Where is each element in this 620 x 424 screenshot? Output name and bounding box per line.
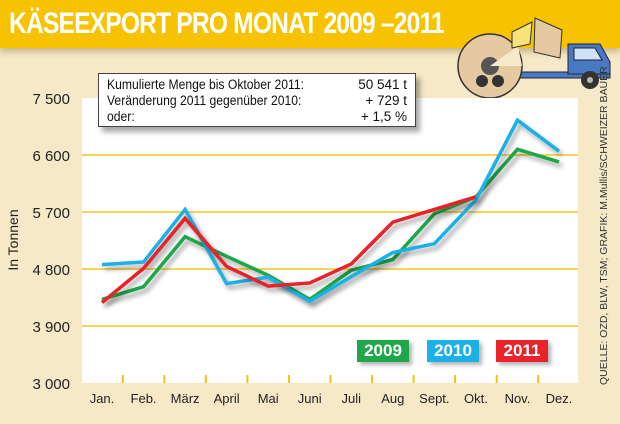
y-tick-label: 7 500	[32, 91, 70, 108]
series-line-2010	[101, 117, 561, 304]
y-tick-label: 5 700	[32, 205, 70, 222]
summary-box: Kumulierte Menge bis Oktober 2011: 50 541…	[98, 73, 416, 127]
x-tick-label: Sept.	[419, 391, 449, 406]
legend-2010: 2010	[427, 340, 479, 362]
summary-label: oder:	[107, 109, 135, 124]
x-tick-label: April	[214, 391, 240, 406]
chart-title: KÄSEEXPORT PRO MONAT 2009 –2011	[9, 7, 445, 40]
source-credit: QUELLE: OZD, BLW, TSM; GRAFIK: M.Mullis/…	[598, 66, 610, 385]
summary-row: oder: + 1,5 %	[107, 109, 407, 125]
x-tick-label: Jan.	[90, 391, 115, 406]
series-line-2011	[100, 195, 477, 304]
summary-label: Veränderung 2011 gegenüber 2010:	[107, 93, 302, 108]
legend-2009: 2009	[357, 340, 409, 362]
summary-row: Veränderung 2011 gegenüber 2010: + 729 t	[107, 93, 407, 109]
summary-row: Kumulierte Menge bis Oktober 2011: 50 541…	[107, 77, 407, 93]
cheese-truck-illustration	[457, 17, 611, 99]
summary-value: + 1,5 %	[360, 109, 407, 124]
y-axis-label: In Tonnen	[5, 209, 21, 270]
x-tick-label: Juni	[298, 391, 322, 406]
x-tick-label: Dez.	[546, 391, 573, 406]
x-tick-label: Mai	[258, 391, 279, 406]
summary-label: Kumulierte Menge bis Oktober 2011:	[107, 77, 304, 92]
x-tick-label: März	[171, 391, 200, 406]
y-tick-label: 3 000	[32, 376, 70, 393]
x-tick-label: Aug	[381, 391, 404, 406]
legend-2011: 2011	[496, 340, 548, 362]
x-tick-label: Okt.	[464, 391, 488, 406]
y-tick-label: 3 900	[32, 319, 70, 336]
summary-value: 50 541 t	[358, 77, 407, 92]
y-tick-label: 6 600	[32, 148, 70, 165]
x-tick-label: Nov.	[505, 391, 531, 406]
title-banner: KÄSEEXPORT PRO MONAT 2009 –2011	[0, 0, 620, 48]
y-tick-label: 4 800	[32, 262, 70, 279]
summary-value: + 729 t	[365, 93, 407, 108]
x-tick-label: Feb.	[131, 391, 157, 406]
x-tick-label: Juli	[342, 391, 362, 406]
